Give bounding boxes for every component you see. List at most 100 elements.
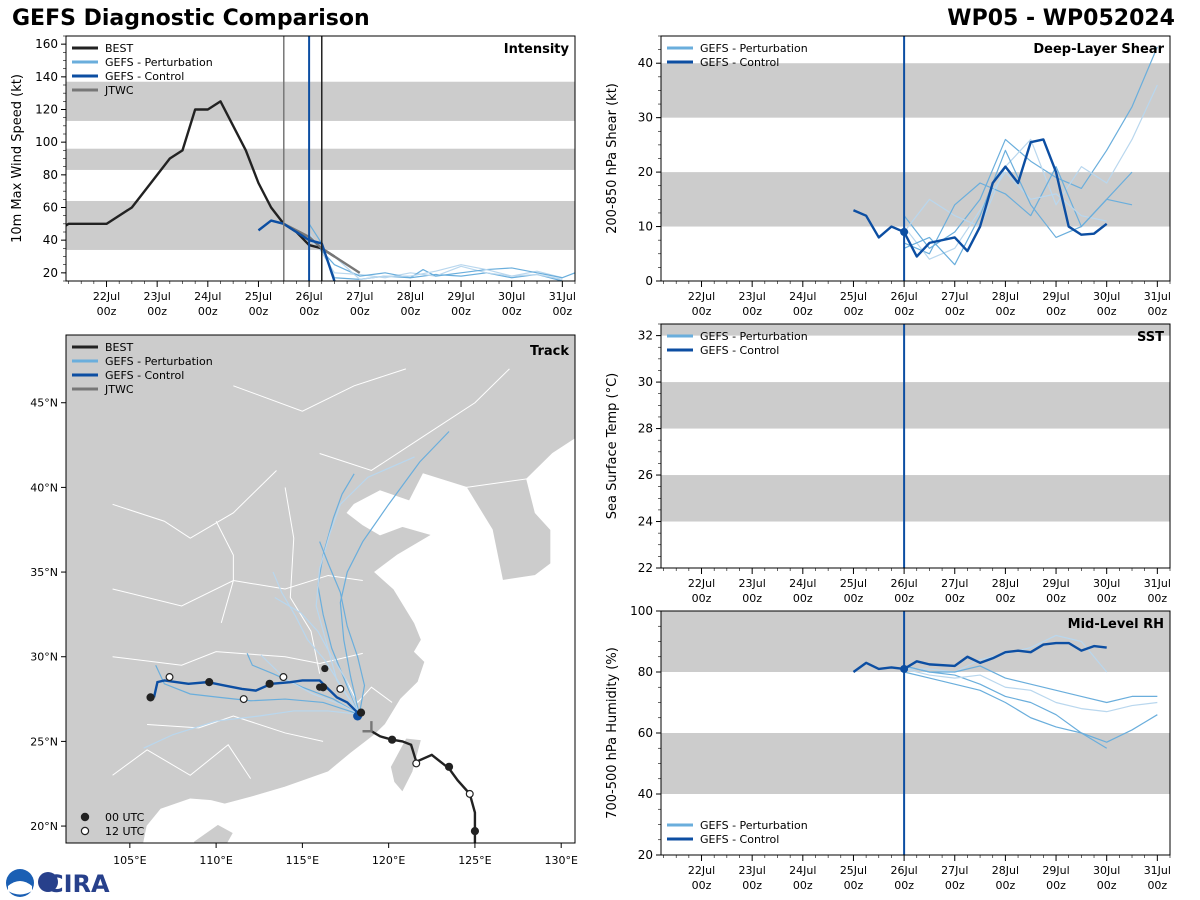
x-tick-label: 25Jul (840, 290, 867, 303)
panel-title: Track (530, 344, 569, 359)
legend-label: GEFS - Control (105, 70, 184, 83)
legend-label: JTWC (104, 383, 134, 396)
series-line-control (903, 138, 1108, 258)
x-tick-label: 105°E (113, 854, 146, 867)
series-line-control (852, 209, 905, 239)
jtwc-track (362, 721, 373, 733)
panel-shear: 0 10 20 30 40 22Jul 00z 23Jul 00z 24Jul 00z 25Jul 00… (605, 35, 1171, 318)
reference-band (66, 81, 575, 121)
province-boundary (112, 651, 363, 666)
x-tick-label: 24Jul (194, 290, 221, 303)
track-point-00utc (356, 708, 366, 717)
x-tick-label: 22Jul (93, 290, 120, 303)
cira-logo: CIRA (6, 869, 110, 898)
x-tick-label: 22Jul (688, 577, 715, 590)
track-point-12utc (165, 673, 174, 682)
x-tick-label: 26Jul (890, 864, 917, 877)
x-tick-label: 24Jul (789, 290, 816, 303)
track-point-00utc (205, 678, 214, 687)
x-tick-label: 31Jul (549, 290, 576, 303)
x-tick-label: 29Jul (1042, 577, 1069, 590)
y-tick-label: 60 (43, 201, 58, 215)
x-tick-label: 00z (692, 305, 712, 318)
y-axis-label: 700-500 hPa Humidity (%) (605, 647, 620, 819)
x-tick-label: 00z (1147, 879, 1167, 892)
legend-label: GEFS - Perturbation (700, 819, 808, 832)
track-point-00utc (316, 683, 324, 691)
x-tick-label: 27Jul (941, 577, 968, 590)
x-tick-label: 00z (945, 305, 965, 318)
y-tick-label: 120 (35, 103, 58, 117)
province-boundary (215, 521, 234, 624)
panel-track: 105°E 110°E 115°E 120°E 125°E 130°E 20°N 25°N 30… (30, 334, 578, 867)
x-tick-label: 00z (1046, 592, 1066, 605)
track-point-00utc (444, 762, 454, 771)
x-tick-label: 125°E (458, 854, 491, 867)
x-tick-label: 31Jul (1144, 290, 1171, 303)
y-tick-label: 40 (638, 787, 653, 801)
series-line-pert (903, 665, 1158, 743)
legend-label: GEFS - Perturbation (700, 42, 808, 55)
legend-label: 12 UTC (105, 825, 145, 838)
x-tick-label: 25Jul (840, 864, 867, 877)
map-area (66, 335, 575, 843)
province-boundary (112, 744, 252, 779)
perturbation-track (339, 431, 450, 715)
y-tick-label: 20 (638, 848, 653, 862)
series-line-pert (308, 236, 575, 279)
perturbation-track (260, 654, 360, 715)
land-mass (193, 823, 235, 843)
x-tick-label: 00z (1147, 592, 1167, 605)
panel-intensity: 20 40 60 80 100 120 140 160 22Jul 00z 23Jul 00z 24Ju… (10, 35, 576, 318)
panel-rh: 20 40 60 80 100 22Jul 00z 23Jul 00z 24Jul 00z 25Jul… (605, 604, 1171, 892)
x-tick-label: 23Jul (739, 290, 766, 303)
y-tick-label: 80 (43, 168, 58, 182)
panel-title: Deep-Layer Shear (1033, 42, 1164, 57)
legend-label: GEFS - Control (105, 369, 184, 382)
x-tick-label: 00z (552, 305, 572, 318)
x-tick-label: 00z (742, 879, 762, 892)
x-tick-label: 26Jul (890, 577, 917, 590)
x-tick-label: 00z (996, 879, 1016, 892)
y-tick-label: 10 (638, 220, 653, 234)
x-tick-label: 28Jul (397, 290, 424, 303)
x-tick-label: 00z (502, 305, 522, 318)
track-point-00utc (388, 735, 397, 744)
panel-title: Mid-Level RH (1068, 617, 1164, 632)
track-point-00utc (470, 827, 480, 836)
reference-band (661, 475, 1170, 522)
province-boundary (233, 368, 407, 412)
x-tick-label: 00z (147, 305, 167, 318)
y-axis-label: 10m Max Wind Speed (kt) (10, 74, 25, 243)
x-tick-label: 29Jul (447, 290, 474, 303)
x-tick-label: 120°E (372, 854, 405, 867)
x-tick-label: 23Jul (739, 577, 766, 590)
y-tick-label: 30 (638, 375, 653, 389)
x-tick-label: 25Jul (245, 290, 272, 303)
land-mass (66, 335, 575, 843)
series-line-pert (903, 84, 1158, 233)
x-tick-label: 00z (793, 879, 813, 892)
x-tick-label: 25Jul (840, 577, 867, 590)
x-tick-label: 00z (793, 305, 813, 318)
x-tick-label: 00z (844, 305, 864, 318)
x-tick-label: 00z (945, 879, 965, 892)
track-point-12utc (239, 695, 248, 704)
panel-title: Intensity (504, 42, 570, 57)
series-line-pert (308, 239, 563, 280)
track-point-00utc (321, 664, 329, 673)
series-line-control (903, 641, 1107, 670)
y-axis-label: 200-850 hPa Shear (kt) (605, 83, 620, 234)
x-tick-label: 26Jul (295, 290, 322, 303)
x-tick-label: 00z (742, 305, 762, 318)
perturbation-track (274, 596, 360, 715)
axes-frame (660, 323, 1171, 569)
reference-band (66, 148, 575, 170)
x-tick-label: 00z (844, 592, 864, 605)
y-tick-label: 40 (43, 233, 58, 247)
x-tick-label: 31Jul (1144, 577, 1171, 590)
panel-title: SST (1137, 330, 1164, 345)
reference-band (661, 733, 1170, 794)
legend-label: JTWC (104, 84, 134, 97)
province-boundary (345, 678, 393, 704)
